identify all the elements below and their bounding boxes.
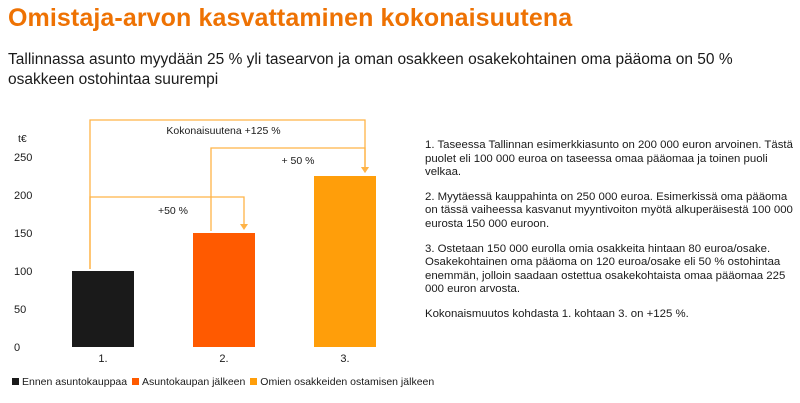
page-title: Omistaja-arvon kasvattaminen kokonaisuut… (8, 4, 573, 32)
y-tick-label-2: 100 (14, 266, 32, 278)
y-tick-label-5: 250 (14, 152, 32, 164)
legend-swatch-after-buyback (250, 378, 258, 385)
note-4: Kokonaismuutos kohdasta 1. kohtaan 3. on… (425, 307, 689, 320)
annotation-bracket-3 (89, 119, 366, 269)
bar-3 (314, 176, 376, 347)
notes-panel: 1. Taseessa Tallinnan esimerkkiasunto on… (425, 139, 797, 333)
x-tick-label-1: 1. (98, 353, 107, 365)
chart-legend: Ennen asuntokauppaa Asuntokaupan jälkeen… (12, 376, 436, 388)
legend-label-after-buyback: Omien osakkeiden ostamisen jälkeen (260, 376, 435, 388)
x-tick-label-3: 3. (340, 353, 349, 365)
annotation-arrowhead-1 (240, 224, 248, 230)
annotation-label-3: Kokonaisuutena +125 % (166, 125, 280, 137)
bar-2 (193, 233, 255, 347)
page-subtitle: Tallinnassa asunto myydään 25 % yli tase… (8, 51, 733, 88)
y-axis-unit-label: t€ (18, 133, 27, 145)
note-1: 1. Taseessa Tallinnan esimerkkiasunto on… (425, 139, 793, 179)
x-tick-label-2: 2. (219, 353, 228, 365)
legend-swatch-after-sale (132, 378, 140, 385)
legend-item-before: Ennen asuntokauppaa (12, 376, 127, 388)
bar-1 (72, 271, 134, 347)
annotation-arrowhead-3 (361, 167, 369, 173)
legend-swatch-before (12, 378, 19, 385)
note-2: 2. Myytäessä kauppahinta on 250 000 euro… (425, 190, 793, 230)
y-tick-label-0: 0 (14, 342, 20, 354)
y-tick-label-1: 50 (14, 304, 26, 316)
legend-label-after-sale: Asuntokaupan jälkeen (142, 376, 246, 388)
legend-item-after-buyback: Omien osakkeiden ostamisen jälkeen (250, 376, 434, 388)
annotation-label-1: +50 % (158, 205, 188, 217)
note-3: 3. Ostetaan 150 000 eurolla omia osakkei… (425, 242, 786, 296)
annotation-label-2: + 50 % (282, 155, 315, 167)
y-tick-label-4: 200 (14, 190, 32, 202)
bar-chart: t€ 0 50 100 150 200 250 1. 2. 3. +50 % + 50 % Kokona… (14, 119, 376, 365)
legend-item-after-sale: Asuntokaupan jälkeen (132, 376, 245, 388)
legend-label-before: Ennen asuntokauppaa (22, 376, 128, 388)
y-tick-label-3: 150 (14, 228, 32, 240)
